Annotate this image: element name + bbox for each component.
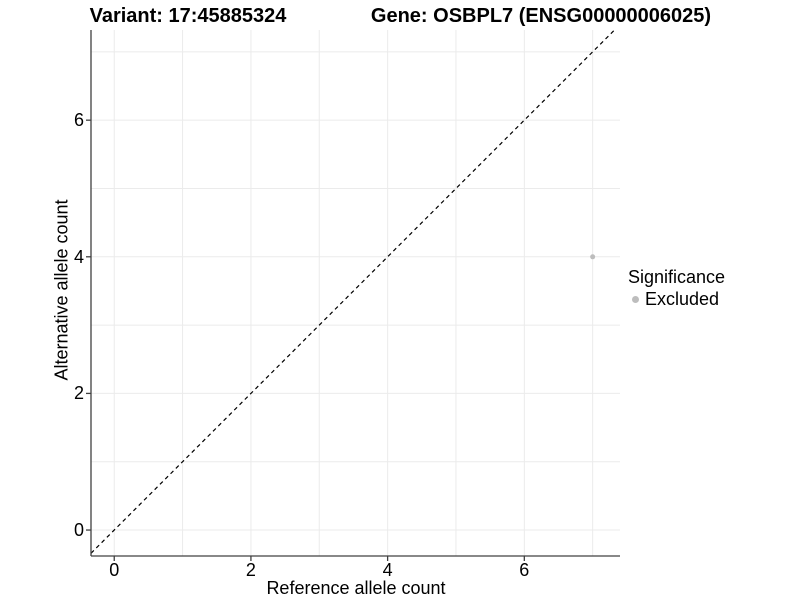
plot-title-variant: Variant: 17:45885324 xyxy=(89,5,287,27)
x-tick-label: 2 xyxy=(245,560,256,580)
x-tick-label: 4 xyxy=(382,560,393,580)
y-tick-label: 2 xyxy=(73,383,84,404)
data-point xyxy=(590,254,596,260)
y-tick-label: 4 xyxy=(73,246,84,267)
y-axis-title: Alternative allele count xyxy=(51,199,72,381)
legend: Significance Excluded xyxy=(628,266,725,310)
x-tick-label: 6 xyxy=(519,560,530,580)
legend-items: Excluded xyxy=(628,288,725,310)
x-axis-title: Reference allele count xyxy=(266,578,446,598)
plot-title-gene: Gene: OSBPL7 (ENSG00000006025) xyxy=(370,5,712,27)
legend-item: Excluded xyxy=(628,288,725,310)
y-tick-label: 0 xyxy=(73,520,84,541)
legend-key-dot-icon xyxy=(632,295,639,303)
identity-line xyxy=(90,29,615,554)
y-tick-label: 6 xyxy=(73,110,84,131)
legend-item-label: Excluded xyxy=(645,289,720,309)
x-tick-label: 0 xyxy=(109,560,120,580)
legend-title: Significance xyxy=(628,267,726,287)
